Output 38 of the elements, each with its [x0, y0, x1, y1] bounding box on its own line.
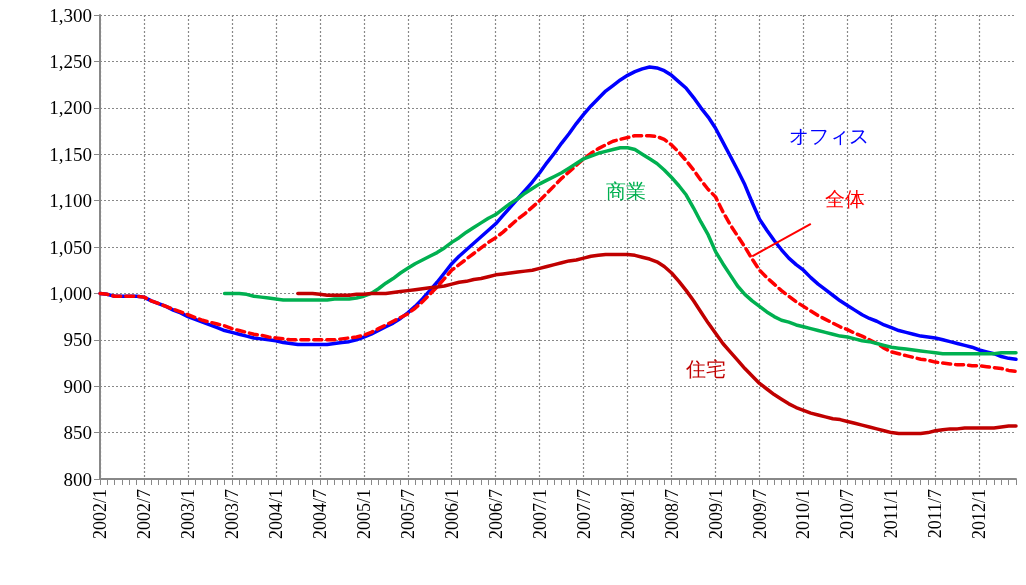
- text: 全体: [825, 186, 866, 211]
- line-series: [296, 252, 1018, 436]
- y-tick-label: 1,200: [49, 97, 92, 119]
- x-tick-label: 2009/7: [749, 489, 770, 540]
- y-tick-label: 1,250: [49, 50, 92, 72]
- x-tick-label: 2004/7: [309, 489, 330, 540]
- y-tick-label: 1,100: [49, 190, 92, 212]
- x-tick-label: 2010/1: [793, 489, 814, 540]
- x-tick-label: 2003/7: [221, 489, 242, 540]
- x-tick-label: 2006/7: [485, 489, 506, 540]
- y-tick-label: 1,050: [49, 236, 92, 258]
- y-tick-label: 950: [63, 329, 92, 351]
- x-tick-label: 2011/1: [881, 489, 902, 539]
- text: オフィス: [788, 123, 869, 148]
- x-tick-label: 2007/1: [529, 489, 550, 540]
- y-tick-label: 1,300: [49, 4, 92, 26]
- y-tick-label: 1,000: [49, 282, 92, 304]
- series-label: 商業: [605, 179, 646, 204]
- x-tick-label: 2002/1: [90, 489, 110, 540]
- series-label: 住宅: [685, 357, 727, 382]
- x-tick-label: 2002/7: [133, 489, 154, 540]
- x-tick-label: 2012/1: [969, 489, 990, 540]
- x-tick-label: 2009/1: [705, 489, 726, 540]
- y-tick-label: 850: [63, 422, 92, 444]
- x-tick-label: 2004/1: [265, 489, 286, 540]
- x-tick-label: 2005/7: [397, 489, 418, 540]
- y-tick-label: 1,150: [49, 143, 92, 165]
- x-tick-label: 2007/7: [573, 489, 594, 540]
- line-series: [222, 145, 1018, 356]
- x-tick-label: 2005/1: [353, 489, 374, 540]
- x-tick-label: 2010/7: [837, 489, 858, 540]
- x-tick-label: 2008/1: [617, 489, 638, 540]
- x-tick-label: 2006/1: [441, 489, 462, 540]
- x-tick-label: 2008/7: [661, 489, 682, 540]
- x-tick-label: 2011/7: [925, 489, 946, 539]
- x-tick-label: 2003/1: [177, 489, 198, 540]
- y-tick-label: 800: [63, 468, 92, 490]
- y-tick-label: 900: [63, 375, 92, 397]
